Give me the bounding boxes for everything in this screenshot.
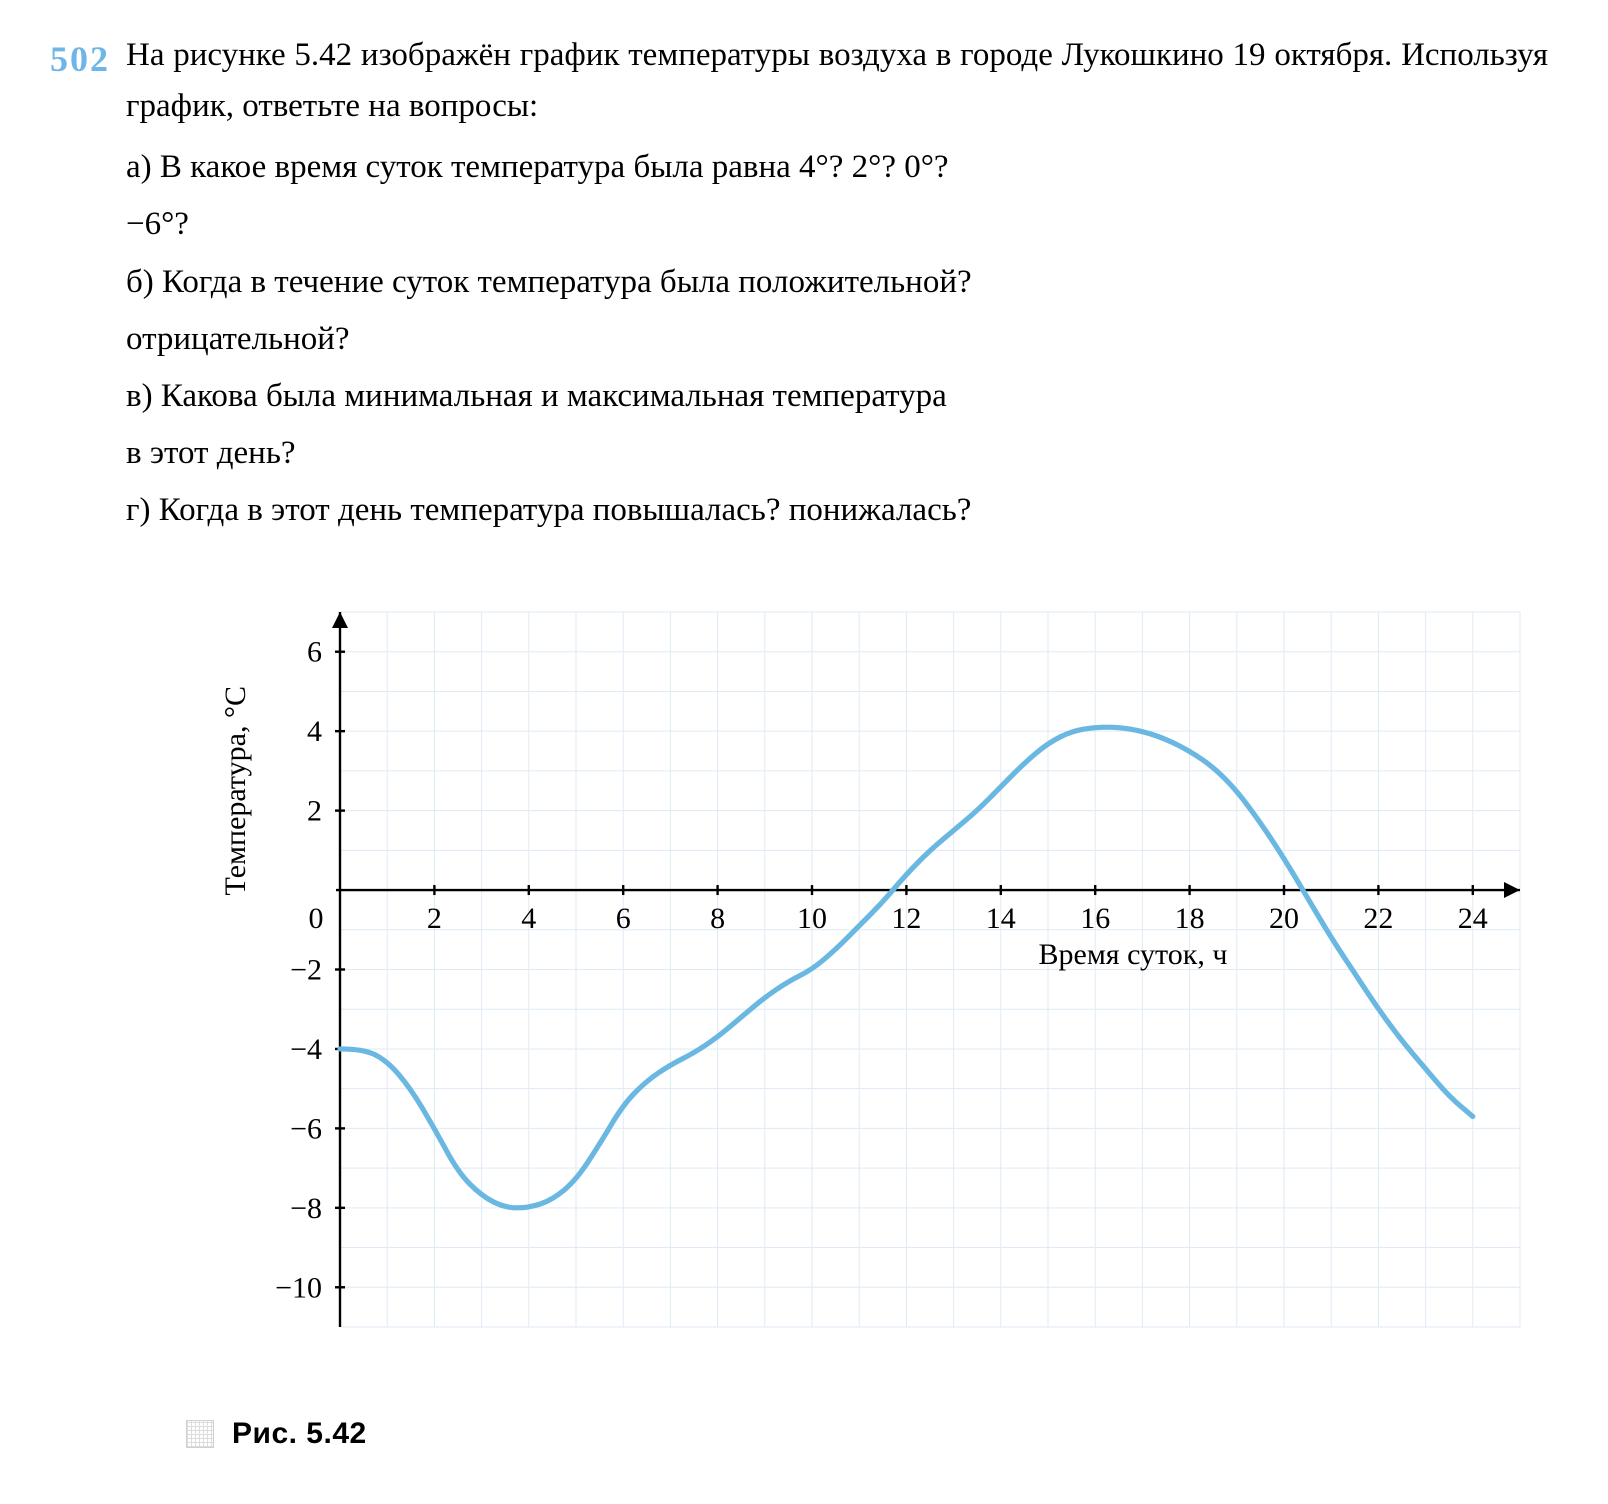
x-tick-label: 10 (797, 902, 827, 935)
y-tick-label: −10 (275, 1272, 322, 1305)
question-a-line1: а) В какое время суток температура была … (126, 142, 1548, 193)
question-b-line2: отрицательной? (126, 314, 1548, 365)
x-tick-label: 22 (1363, 902, 1393, 935)
y-axis-title: Температура, °C (219, 686, 252, 895)
x-tick-label: 2 (427, 902, 442, 935)
x-axis-title: Время суток, ч (1039, 938, 1228, 971)
x-tick-label: 8 (710, 902, 725, 935)
y-tick-label: −6 (290, 1113, 322, 1146)
x-tick-label: 20 (1269, 902, 1299, 935)
y-tick-label: −8 (290, 1192, 322, 1225)
caption-square-icon (186, 1420, 214, 1448)
x-tick-label: 16 (1080, 902, 1110, 935)
y-tick-label: 4 (307, 715, 322, 748)
intro-text: На рисунке 5.42 изображён график темпера… (126, 30, 1548, 132)
problem-block: 502 На рисунке 5.42 изображён график тем… (50, 30, 1548, 542)
x-tick-label: 4 (521, 902, 536, 935)
x-tick-label: 14 (986, 902, 1016, 935)
problem-number: 502 (50, 30, 110, 88)
y-tick-label: −2 (290, 954, 322, 987)
origin-label: 0 (309, 902, 324, 935)
x-tick-label: 12 (891, 902, 921, 935)
question-a-line2: −6°? (126, 199, 1548, 250)
question-d: г) Когда в этот день температура повышал… (126, 485, 1548, 536)
x-tick-label: 24 (1458, 902, 1488, 935)
question-c-line1: в) Какова была минимальная и максимальна… (126, 371, 1548, 422)
x-tick-label: 6 (616, 902, 631, 935)
y-tick-label: 6 (307, 636, 322, 669)
figure-caption: Рис. 5.42 (232, 1411, 367, 1458)
problem-text: На рисунке 5.42 изображён график темпера… (126, 30, 1548, 542)
figure-wrap: 246810121416182022240642−2−4−6−8−10Время… (150, 587, 1548, 1457)
y-tick-label: −4 (290, 1033, 322, 1066)
figure-caption-block: Рис. 5.42 (186, 1411, 1548, 1458)
question-b-line1: б) Когда в течение суток температура был… (126, 257, 1548, 308)
temperature-chart: 246810121416182022240642−2−4−6−8−10Время… (150, 587, 1550, 1347)
y-tick-label: 2 (307, 795, 322, 828)
x-tick-label: 18 (1175, 902, 1205, 935)
question-c-line2: в этот день? (126, 428, 1548, 479)
